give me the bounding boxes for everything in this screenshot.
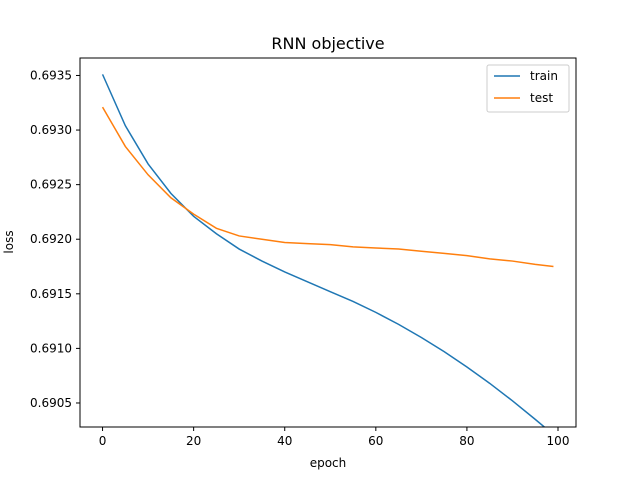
- plot-area: [79, 57, 577, 428]
- plot-frame: [79, 57, 577, 428]
- chart-title: RNN objective: [271, 34, 384, 53]
- y-tick-label: 0.6930: [30, 123, 72, 137]
- y-axis: 0.6905 0.6910 0.6915 0.6920 0.6925 0.6930 0.69…: [30, 68, 80, 410]
- x-axis: 0 20 40 60 80 100: [99, 427, 570, 448]
- x-tick-label: 80: [459, 434, 474, 448]
- y-tick-label: 0.6915: [30, 287, 72, 301]
- y-tick-label: 0.6925: [30, 178, 72, 192]
- x-tick-label: 20: [186, 434, 201, 448]
- x-tick-label: 60: [368, 434, 383, 448]
- series-layer: [101, 74, 554, 427]
- x-tick-label: 100: [547, 434, 570, 448]
- x-tick-label: 0: [99, 434, 107, 448]
- y-axis-label: loss: [2, 230, 16, 253]
- y-tick-label: 0.6905: [30, 396, 72, 410]
- series-line-train: [101, 74, 546, 427]
- y-tick-label: 0.6935: [30, 68, 72, 82]
- series-line-test: [101, 106, 554, 268]
- legend: train test: [486, 64, 570, 113]
- legend-label-test: test: [530, 91, 553, 105]
- y-tick-label: 0.6920: [30, 232, 72, 246]
- y-tick-label: 0.6910: [30, 341, 72, 355]
- x-axis-label: epoch: [310, 456, 347, 470]
- x-tick-label: 40: [277, 434, 292, 448]
- legend-label-train: train: [530, 69, 558, 83]
